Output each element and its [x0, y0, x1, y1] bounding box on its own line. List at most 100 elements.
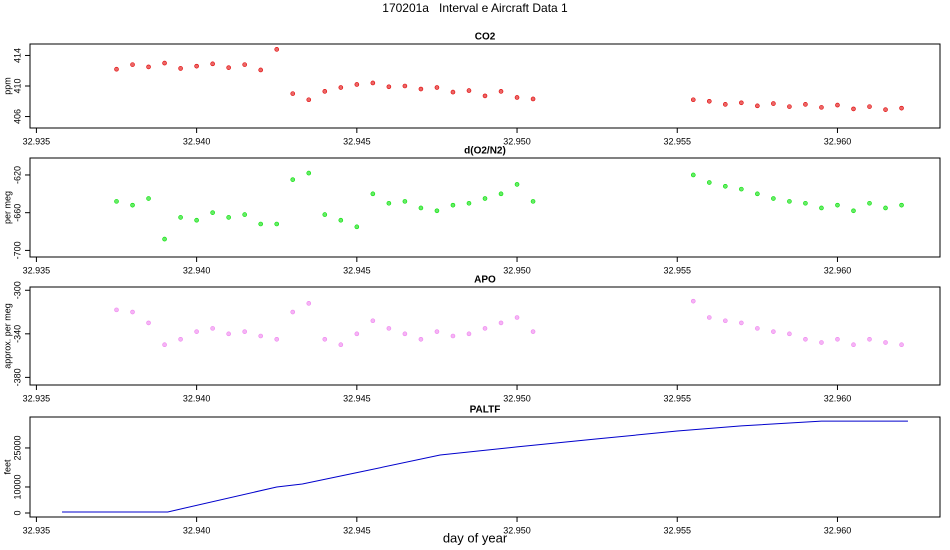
- data-point: [899, 202, 904, 208]
- data-point: [258, 333, 264, 339]
- data-point: [354, 82, 360, 87]
- data-point: [530, 329, 536, 334]
- x-tick-label: 32.935: [23, 265, 51, 275]
- data-point: [162, 60, 167, 66]
- data-point: [883, 205, 888, 211]
- y-tick-label: 410: [12, 78, 22, 93]
- data-point: [146, 320, 151, 326]
- data-point: [755, 103, 760, 109]
- data-point: [258, 221, 264, 227]
- data-point: [338, 217, 344, 223]
- data-point: [210, 210, 215, 215]
- data-point: [514, 182, 520, 187]
- x-tick-label: 32.940: [183, 136, 211, 146]
- data-point: [274, 47, 280, 52]
- data-point: [434, 85, 440, 90]
- data-point: [883, 340, 888, 345]
- x-tick-label: 32.945: [343, 393, 371, 403]
- data-point: [819, 205, 824, 211]
- data-point: [755, 191, 760, 197]
- x-tick-label: 32.955: [663, 136, 691, 146]
- data-point: [851, 208, 856, 214]
- data-point: [706, 315, 712, 320]
- data-point: [146, 64, 151, 70]
- data-point: [530, 96, 536, 102]
- data-point: [771, 196, 776, 201]
- data-point: [819, 340, 824, 345]
- data-point: [306, 301, 312, 306]
- data-point: [867, 336, 872, 342]
- panel-title: d(O2/N2): [464, 146, 506, 157]
- data-point: [706, 98, 712, 104]
- data-point: [498, 89, 504, 94]
- data-point: [402, 199, 408, 204]
- data-point: [434, 329, 440, 334]
- data-point: [514, 95, 520, 100]
- data-point: [370, 318, 376, 324]
- y-tick-label: 25000: [12, 435, 22, 460]
- data-point: [274, 221, 280, 227]
- x-tick-label: 32.950: [503, 265, 531, 275]
- data-point: [210, 326, 215, 331]
- plot-box: [29, 43, 941, 129]
- data-point: [306, 97, 312, 103]
- data-point: [370, 80, 376, 86]
- data-point: [290, 91, 296, 96]
- y-tick-label: 406: [12, 109, 22, 124]
- data-point: [803, 102, 808, 107]
- data-point: [450, 202, 456, 208]
- y-axis-label: ppm: [2, 77, 12, 95]
- plot-box: [29, 416, 941, 518]
- x-tick-label: 32.960: [824, 393, 852, 403]
- x-tick-label: 32.935: [23, 525, 51, 535]
- data-point: [466, 331, 472, 337]
- data-point: [418, 205, 424, 211]
- data-point: [803, 200, 808, 206]
- data-point: [418, 336, 424, 342]
- plot-box: [29, 157, 941, 258]
- data-point: [851, 342, 856, 348]
- x-tick-label: 32.955: [663, 393, 691, 403]
- data-point: [226, 65, 231, 70]
- x-tick-label: 32.945: [343, 525, 371, 535]
- x-tick-label: 32.940: [183, 525, 211, 535]
- data-point: [322, 336, 328, 342]
- data-point: [787, 104, 792, 109]
- panel-title: PALTF: [470, 405, 501, 416]
- data-point: [114, 199, 119, 204]
- data-point: [690, 298, 696, 304]
- data-point: [450, 333, 456, 339]
- data-point: [482, 196, 488, 201]
- data-point: [787, 331, 792, 337]
- data-point: [386, 326, 392, 331]
- data-point: [755, 326, 760, 331]
- x-tick-label: 32.945: [343, 136, 371, 146]
- data-point: [290, 309, 296, 315]
- y-tick-label: -380: [12, 368, 22, 386]
- y-tick-label: -340: [12, 325, 22, 343]
- data-point: [771, 101, 776, 106]
- x-tick-label: 32.950: [503, 525, 531, 535]
- data-point: [226, 331, 231, 337]
- x-tick-label: 32.960: [824, 265, 852, 275]
- panel-title: CO2: [475, 32, 496, 43]
- data-point: [354, 224, 360, 230]
- data-point: [787, 199, 792, 204]
- data-point: [402, 83, 408, 89]
- data-point: [739, 320, 744, 326]
- x-tick-label: 32.955: [663, 525, 691, 535]
- data-point: [242, 62, 247, 67]
- data-point: [242, 212, 247, 217]
- y-tick-label: -660: [12, 204, 22, 222]
- data-point: [482, 93, 488, 99]
- y-axis-label: feet: [2, 459, 12, 475]
- x-tick-label: 32.960: [824, 136, 852, 146]
- data-point: [162, 342, 167, 348]
- x-tick-label: 32.940: [183, 265, 211, 275]
- figure-title: 170201a Interval e Aircraft Data 1: [382, 1, 568, 15]
- data-point: [466, 200, 472, 206]
- data-point: [258, 67, 264, 73]
- data-point: [178, 215, 183, 220]
- y-tick-label: 10000: [12, 474, 22, 499]
